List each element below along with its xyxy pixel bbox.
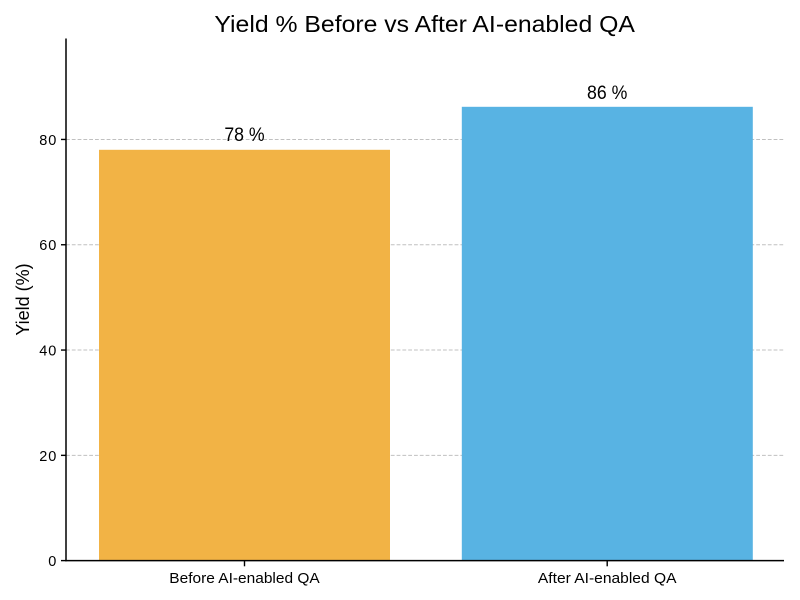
svg-text:60: 60 xyxy=(39,238,57,254)
svg-text:Before AI-enabled QA: Before AI-enabled QA xyxy=(169,571,320,587)
svg-text:20: 20 xyxy=(39,449,57,465)
svg-text:86 %: 86 % xyxy=(587,83,627,104)
svg-text:80: 80 xyxy=(39,133,57,149)
svg-text:Yield (%): Yield (%) xyxy=(13,263,33,335)
svg-text:After AI-enabled QA: After AI-enabled QA xyxy=(538,571,677,587)
svg-text:Yield % Before vs After AI-ena: Yield % Before vs After AI-enabled QA xyxy=(214,11,635,37)
svg-text:40: 40 xyxy=(39,343,57,359)
svg-text:0: 0 xyxy=(48,554,57,570)
svg-text:78 %: 78 % xyxy=(224,125,264,146)
